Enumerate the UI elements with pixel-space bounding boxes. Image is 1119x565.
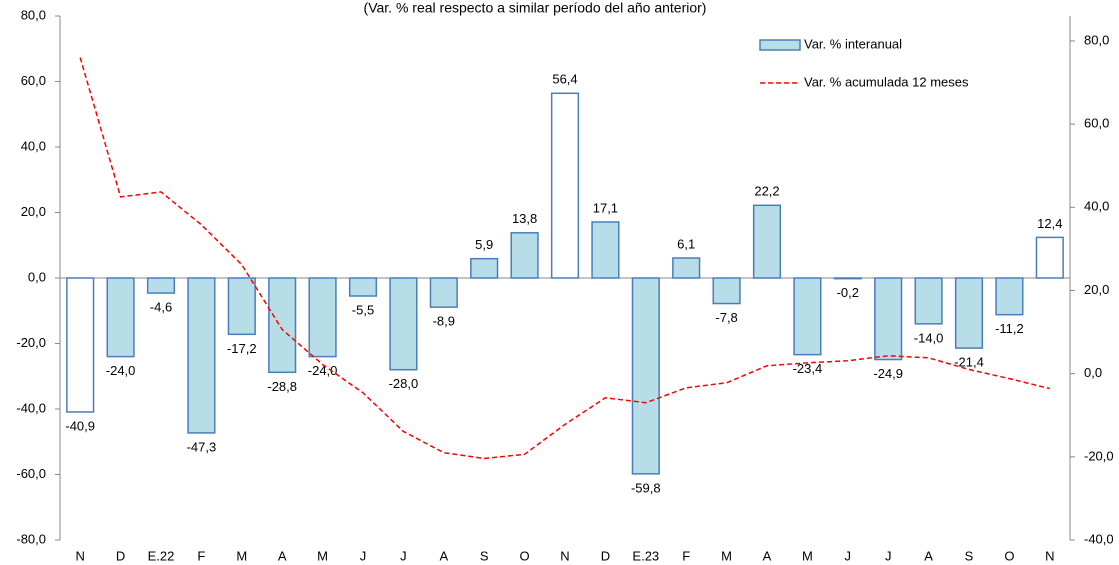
legend-label: Var. % interanual xyxy=(804,36,902,51)
data-label: 5,9 xyxy=(475,237,493,252)
data-label: -7,8 xyxy=(715,310,737,325)
data-label: -5,5 xyxy=(352,302,374,317)
x-tick-label: M xyxy=(802,548,813,563)
y2-tick-label: -20,0 xyxy=(1084,448,1114,463)
bar xyxy=(874,277,903,361)
x-tick-label: M xyxy=(721,548,732,563)
data-label: -4,6 xyxy=(150,300,172,315)
data-label: -47,3 xyxy=(187,439,217,454)
y-tick-label: -80,0 xyxy=(16,531,46,546)
data-label: -24,0 xyxy=(308,363,338,378)
data-label: -11,2 xyxy=(995,321,1024,336)
x-tick-label: A xyxy=(439,548,448,563)
bar xyxy=(995,277,1024,316)
x-tick-label: J xyxy=(360,548,367,563)
y2-tick-label: 20,0 xyxy=(1084,282,1109,297)
data-label: -28,0 xyxy=(389,376,419,391)
data-label: -21,4 xyxy=(954,355,984,370)
bar xyxy=(268,277,297,374)
data-label: -17,2 xyxy=(227,341,257,356)
data-label: 22,2 xyxy=(754,184,779,199)
y-tick-label: 60,0 xyxy=(21,73,46,88)
data-label: -0,2 xyxy=(837,285,859,300)
data-label: -8,9 xyxy=(433,314,455,329)
data-label: -23,4 xyxy=(793,361,823,376)
x-tick-label: D xyxy=(116,548,125,563)
data-label: -24,0 xyxy=(106,363,136,378)
y-tick-label: -60,0 xyxy=(16,466,46,481)
y2-tick-label: 60,0 xyxy=(1084,116,1109,131)
x-tick-label: E.23 xyxy=(632,548,659,563)
bar xyxy=(591,221,620,279)
bar xyxy=(793,277,822,356)
bar xyxy=(672,257,701,279)
bar xyxy=(954,277,984,349)
bar xyxy=(146,277,176,294)
data-label: 56,4 xyxy=(552,72,577,87)
bar xyxy=(510,232,539,279)
bar xyxy=(187,277,216,434)
data-label: 12,4 xyxy=(1037,216,1062,231)
y-tick-label: -40,0 xyxy=(16,400,46,415)
x-tick-label: E.22 xyxy=(148,548,175,563)
y2-tick-label: 80,0 xyxy=(1084,32,1109,47)
data-label: 17,1 xyxy=(593,200,618,215)
bar xyxy=(308,277,337,358)
data-label: -24,9 xyxy=(873,366,903,381)
x-tick-label: M xyxy=(317,548,328,563)
x-tick-label: N xyxy=(1045,548,1054,563)
x-tick-label: N xyxy=(560,548,569,563)
data-label: -59,8 xyxy=(631,480,661,495)
x-tick-label: D xyxy=(601,548,610,563)
x-tick-label: O xyxy=(1004,548,1014,563)
bar xyxy=(470,257,499,279)
bar xyxy=(550,92,580,279)
x-tick-label: A xyxy=(278,548,287,563)
bar xyxy=(389,277,418,371)
y-tick-label: 20,0 xyxy=(21,204,46,219)
data-label: 13,8 xyxy=(512,211,537,226)
data-label: -28,8 xyxy=(267,379,297,394)
x-tick-label: J xyxy=(400,548,407,563)
bar xyxy=(1035,236,1064,279)
x-tick-label: J xyxy=(845,548,852,563)
y2-tick-label: 0,0 xyxy=(1084,365,1102,380)
x-tick-label: S xyxy=(965,548,974,563)
chart-subtitle: (Var. % real respecto a similar período … xyxy=(364,0,707,16)
x-tick-label: F xyxy=(682,548,690,563)
line xyxy=(79,57,1050,460)
x-tick-label: J xyxy=(885,548,892,563)
y-tick-label: 80,0 xyxy=(21,7,46,22)
bar xyxy=(752,204,782,279)
data-label: -40,9 xyxy=(65,418,95,433)
y-tick-label: 0,0 xyxy=(28,269,46,284)
x-tick-label: F xyxy=(197,548,205,563)
x-tick-label: O xyxy=(520,548,530,563)
bar xyxy=(106,277,135,358)
x-tick-label: N xyxy=(76,548,85,563)
legend-label: Var. % acumulada 12 meses xyxy=(804,74,969,89)
x-tick-label: A xyxy=(763,548,772,563)
data-label: -14,0 xyxy=(914,330,944,345)
x-tick-label: S xyxy=(480,548,489,563)
y-tick-label: -20,0 xyxy=(16,335,46,350)
y2-tick-label: -40,0 xyxy=(1084,531,1114,546)
y2-tick-label: 40,0 xyxy=(1084,199,1109,214)
bar xyxy=(833,277,862,280)
bar xyxy=(631,277,660,475)
data-label: 6,1 xyxy=(677,236,695,251)
bar xyxy=(66,277,95,413)
bar xyxy=(429,277,458,308)
bar xyxy=(712,277,741,305)
bar xyxy=(348,277,378,297)
legend-swatch xyxy=(759,39,801,51)
x-tick-label: A xyxy=(924,548,933,563)
bar xyxy=(227,277,256,336)
x-tick-label: M xyxy=(236,548,247,563)
bar xyxy=(914,277,943,325)
y-tick-label: 40,0 xyxy=(21,138,46,153)
